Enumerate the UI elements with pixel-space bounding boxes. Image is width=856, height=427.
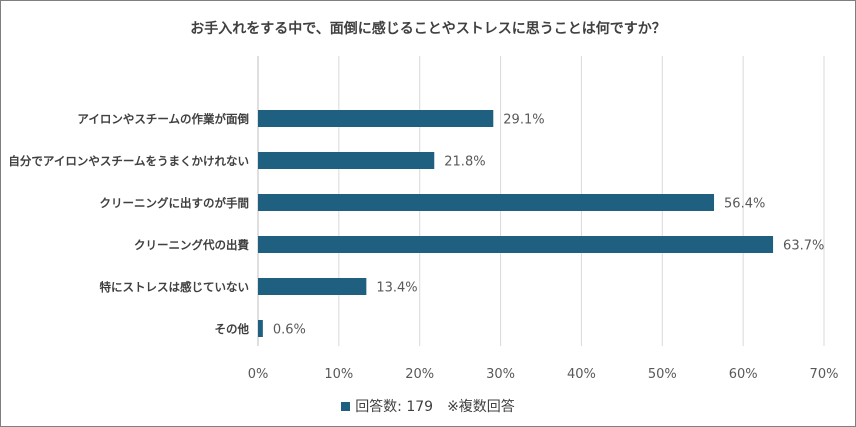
data-label: 56.4% — [724, 197, 765, 212]
chart-title: お手入れをする中で、面倒に感じることやストレスに思うことは何ですか？ — [190, 21, 666, 37]
legend: 回答数: 179 ※複数回答 — [1, 396, 855, 416]
x-tick-label: 60% — [729, 367, 758, 382]
data-label: 29.1% — [503, 113, 544, 128]
legend-note: ※複数回答 — [447, 399, 515, 415]
bar — [258, 278, 367, 295]
x-tick-label: 10% — [324, 367, 353, 382]
x-tick-label: 40% — [567, 367, 596, 382]
category-label: 特にストレスは感じていない — [100, 280, 250, 294]
data-label: 0.6% — [273, 323, 306, 338]
bar — [258, 236, 774, 253]
category-label: その他 — [215, 322, 250, 336]
bar — [258, 194, 715, 211]
x-tick-label: 50% — [648, 367, 677, 382]
bar — [258, 152, 435, 169]
x-tick-label: 30% — [486, 367, 515, 382]
category-label: クリーニングに出すのが手間 — [100, 196, 250, 210]
x-tick-label: 20% — [405, 367, 434, 382]
category-label: クリーニング代の出費 — [134, 238, 249, 252]
data-label: 63.7% — [783, 239, 824, 254]
category-label: 自分でアイロンやスチームをうまくかけれない — [8, 154, 249, 168]
data-label: 13.4% — [376, 281, 417, 296]
bar — [258, 110, 494, 127]
x-tick-label: 70% — [810, 367, 839, 382]
legend-swatch — [341, 402, 351, 411]
legend-label: 回答数: 179 — [355, 399, 434, 415]
data-label: 21.8% — [444, 155, 485, 170]
x-tick-label: 0% — [248, 367, 269, 382]
bar — [258, 320, 263, 337]
category-label: アイロンやスチームの作業が面倒 — [77, 112, 249, 126]
